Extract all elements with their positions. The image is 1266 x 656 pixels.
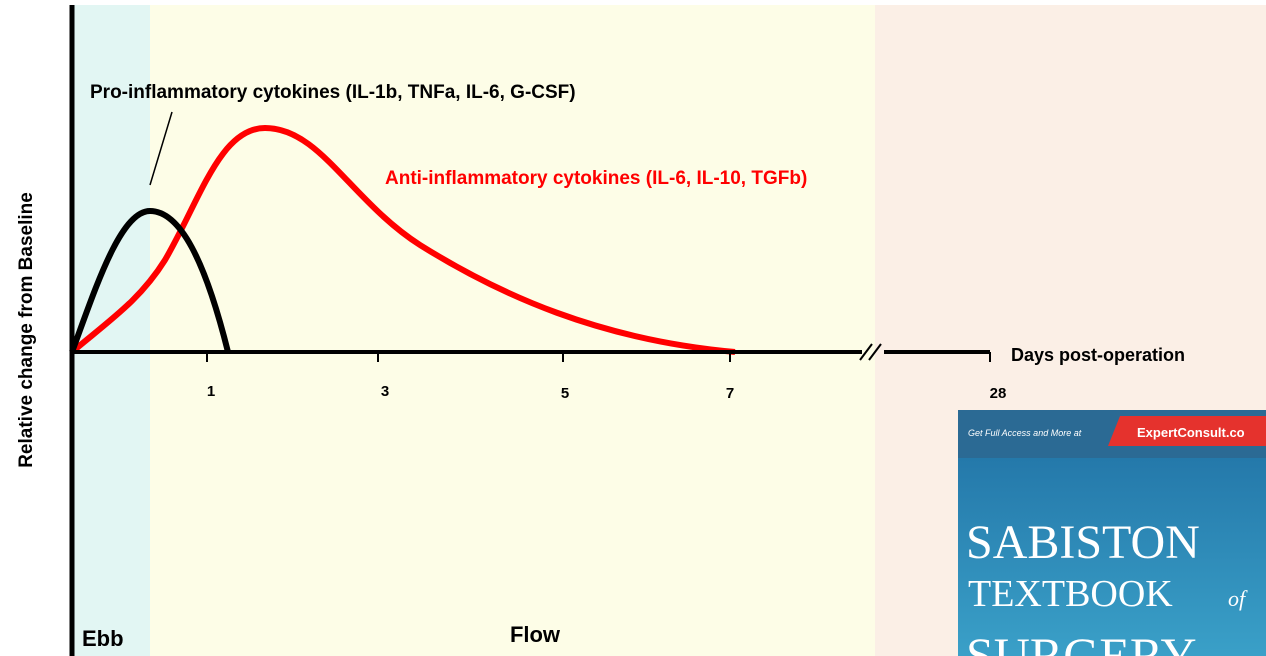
book-cover: Get Full Access and More at ExpertConsul… (958, 410, 1266, 656)
book-banner: Get Full Access and More at (968, 428, 1082, 438)
x-tick-label: 5 (561, 385, 569, 402)
book-title: of (1228, 586, 1248, 611)
page: 1 3 5 7 28 Days post-operation Relative … (0, 0, 1266, 656)
x-tick-label: 3 (381, 383, 389, 400)
ebb-label: Ebb (82, 626, 124, 651)
anti-label: Anti-inflammatory cytokines (IL-6, IL-10… (385, 168, 807, 189)
pro-label: Pro-inflammatory cytokines (IL-1b, TNFa,… (90, 82, 576, 103)
diagram: 1 3 5 7 28 Days post-operation Relative … (0, 0, 1266, 656)
book-title: SABISTON (966, 516, 1200, 569)
x-tick-label: 28 (990, 385, 1007, 402)
x-tick-label: 1 (207, 383, 215, 400)
x-tick-label: 7 (726, 385, 734, 402)
flow-label: Flow (510, 622, 561, 647)
book-title: TEXTBOOK (968, 573, 1173, 615)
y-axis-label: Relative change from Baseline (16, 192, 37, 468)
book-site: ExpertConsult.co (1137, 425, 1245, 440)
book-title: SURGERY (966, 627, 1197, 656)
x-axis-label: Days post-operation (1011, 345, 1185, 365)
